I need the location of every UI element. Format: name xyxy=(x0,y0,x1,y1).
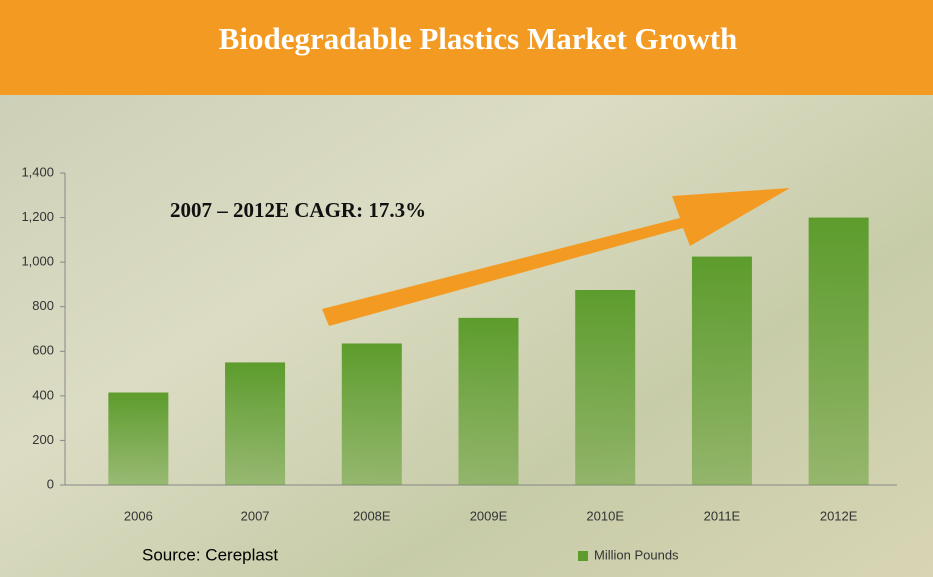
y-tick-label: 200 xyxy=(32,432,54,447)
bar xyxy=(458,317,519,485)
legend-label: Million Pounds xyxy=(594,547,679,562)
source: Source: Cereplast xyxy=(142,545,278,564)
y-tick-label: 800 xyxy=(32,298,54,313)
chart-title: Biodegradable Plastics Market Growth xyxy=(219,21,738,56)
x-tick-label: 2012E xyxy=(820,508,858,523)
bar xyxy=(575,290,636,485)
y-tick-label: 600 xyxy=(32,343,54,358)
bar xyxy=(341,343,402,485)
y-tick-label: 1,400 xyxy=(21,164,54,179)
x-tick-label: 2011E xyxy=(704,508,741,523)
y-tick-label: 0 xyxy=(47,476,54,491)
y-tick-label: 1,200 xyxy=(21,209,54,224)
title-banner xyxy=(0,0,933,95)
bar xyxy=(691,256,752,485)
bar xyxy=(225,362,286,485)
bar xyxy=(808,217,869,486)
x-tick-label: 2006 xyxy=(124,508,153,523)
y-tick-label: 400 xyxy=(32,387,54,402)
x-tick-label: 2009E xyxy=(470,508,508,523)
bar xyxy=(108,392,169,485)
y-tick-label: 1,000 xyxy=(21,254,54,269)
x-tick-label: 2008E xyxy=(353,508,391,523)
arrow xyxy=(322,188,790,326)
annotation: 2007 – 2012E CAGR: 17.3% xyxy=(170,198,426,222)
legend-swatch xyxy=(578,551,588,561)
x-tick-label: 2007 xyxy=(241,508,270,523)
x-tick-label: 2010E xyxy=(586,508,624,523)
